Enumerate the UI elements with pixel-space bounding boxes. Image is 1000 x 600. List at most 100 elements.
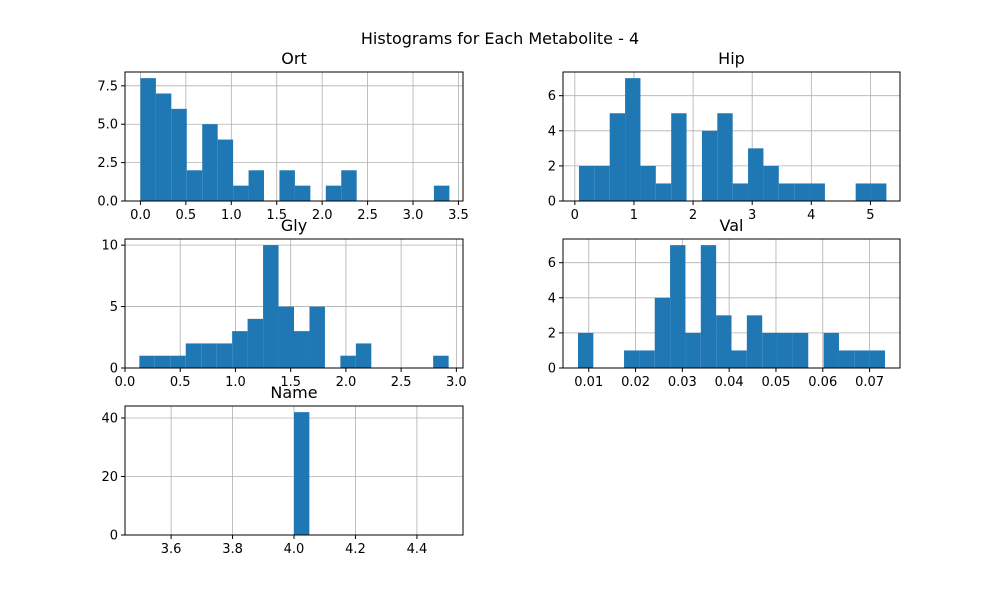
histogram-bar [701, 130, 718, 201]
histogram-bar [700, 245, 717, 368]
axes-frame [562, 71, 901, 202]
histogram-bar [777, 332, 793, 368]
x-tick-label: 1.5 [266, 208, 287, 223]
histogram-bar [340, 355, 356, 368]
x-tick-label: 0.06 [808, 375, 837, 390]
x-tick-label: 3.0 [446, 375, 467, 390]
histogram-bar [640, 165, 656, 201]
x-tick-label: 0.03 [668, 375, 697, 390]
histogram-bar [639, 350, 655, 368]
x-tick-label: 1.0 [221, 208, 242, 223]
x-tick-label: 3 [748, 208, 756, 223]
histogram-bar [854, 350, 870, 368]
histogram-bar [263, 245, 279, 368]
subplot-title: Ort [281, 49, 306, 68]
subplot-title: Hip [718, 49, 745, 68]
histogram-bar [763, 165, 779, 201]
y-tick-label: 5.0 [97, 118, 118, 133]
x-tick-label: 1.5 [280, 375, 301, 390]
histogram-bar [823, 332, 839, 368]
histogram-bar [685, 332, 701, 368]
histogram-bar [855, 183, 872, 201]
histogram-bar [201, 343, 217, 368]
histogram-bar [748, 148, 764, 201]
histogram-bar [155, 93, 172, 201]
x-tick-label: 0.02 [621, 375, 650, 390]
histogram-bar [624, 350, 640, 368]
histogram-bar [433, 185, 450, 201]
histogram-bar [433, 355, 449, 368]
histogram-bar [294, 412, 310, 535]
subplot-panels: 0.0 0.5 1.0 1.5 2.0 2.5 3.0 3.50.02.55.07.5Ort0… [97, 49, 901, 557]
histogram-bar [186, 170, 203, 201]
histogram-bar [171, 108, 187, 201]
y-tick-label: 6 [548, 256, 556, 271]
x-tick-label: 0.5 [176, 208, 197, 223]
x-tick-label: 3.6 [161, 542, 182, 557]
histogram-bar [655, 183, 672, 201]
histogram-bar [232, 331, 248, 368]
histogram-bar [717, 113, 733, 201]
axes-frame [124, 71, 464, 202]
histogram-bar [732, 183, 749, 201]
y-tick-label: 0 [110, 529, 118, 544]
histogram-bar [217, 139, 234, 201]
x-tick-label: 4.2 [345, 542, 366, 557]
subplot-hip: 0 1 2 3 4 5 0 2 4 6 Hip [548, 49, 901, 223]
x-tick-label: 3.5 [448, 208, 469, 223]
x-tick-label: 3.8 [222, 542, 243, 557]
subplot-title: Name [270, 383, 317, 402]
histogram-bar [247, 318, 264, 368]
x-tick-label: 1 [630, 208, 638, 223]
histogram-bar [140, 78, 156, 201]
y-tick-label: 0 [110, 362, 118, 377]
x-tick-label: 0.04 [715, 375, 744, 390]
y-tick-label: 7.5 [97, 79, 118, 94]
histogram-bar [654, 297, 671, 368]
histogram-bar [185, 343, 202, 368]
histogram-bar [278, 306, 294, 368]
x-tick-label: 2.0 [336, 375, 357, 390]
x-tick-label: 2.5 [391, 375, 412, 390]
subplot-title: Gly [281, 216, 307, 235]
histogram-bar [341, 170, 357, 201]
subplot-name: 3.6 3.8 4.0 4.2 4.4 0 20 40 Name [101, 383, 464, 557]
subplot-val: 0.01 0.02 0.03 0.04 0.05 0.06 0.07 0 2 4 6 Val [548, 216, 901, 390]
x-tick-label: 0.5 [170, 375, 191, 390]
subplot-ort: 0.0 0.5 1.0 1.5 2.0 2.5 3.0 3.5 0.0 2.5 5.0 7.5 Ort [97, 49, 468, 223]
histogram-bar [871, 183, 887, 201]
histogram-bar [625, 78, 641, 201]
x-tick-label: 4.4 [407, 542, 428, 557]
axes-frame [124, 238, 464, 369]
x-tick-label: 5 [866, 208, 874, 223]
x-tick-label: 0.05 [761, 375, 790, 390]
histogram-bar [792, 332, 809, 368]
y-tick-label: 20 [101, 470, 118, 485]
histogram-bar [671, 113, 687, 201]
y-tick-label: 6 [548, 89, 556, 104]
y-tick-label: 4 [548, 124, 556, 139]
y-tick-label: 5 [110, 300, 118, 315]
y-tick-label: 0.0 [97, 195, 118, 210]
y-tick-label: 0 [548, 195, 556, 210]
histogram-bar [609, 113, 626, 201]
histogram-bar [248, 170, 265, 201]
figure-title: Histograms for Each Metabolite - 4 [361, 29, 639, 48]
histogram-bar [154, 355, 171, 368]
histogram-bar [325, 185, 342, 201]
histogram-bar [794, 183, 810, 201]
x-tick-label: 2 [689, 208, 697, 223]
histogram-bar [716, 315, 732, 368]
histogram-bar [731, 350, 747, 368]
histogram-bar [294, 185, 311, 201]
histogram-bar [869, 350, 886, 368]
histogram-bar [778, 183, 795, 201]
x-tick-label: 0.07 [855, 375, 884, 390]
subplot-title: Val [720, 216, 744, 235]
x-tick-label: 1.0 [225, 375, 246, 390]
x-tick-label: 0.0 [130, 208, 151, 223]
histogram-bar [216, 343, 233, 368]
y-tick-label: 2 [548, 159, 556, 174]
